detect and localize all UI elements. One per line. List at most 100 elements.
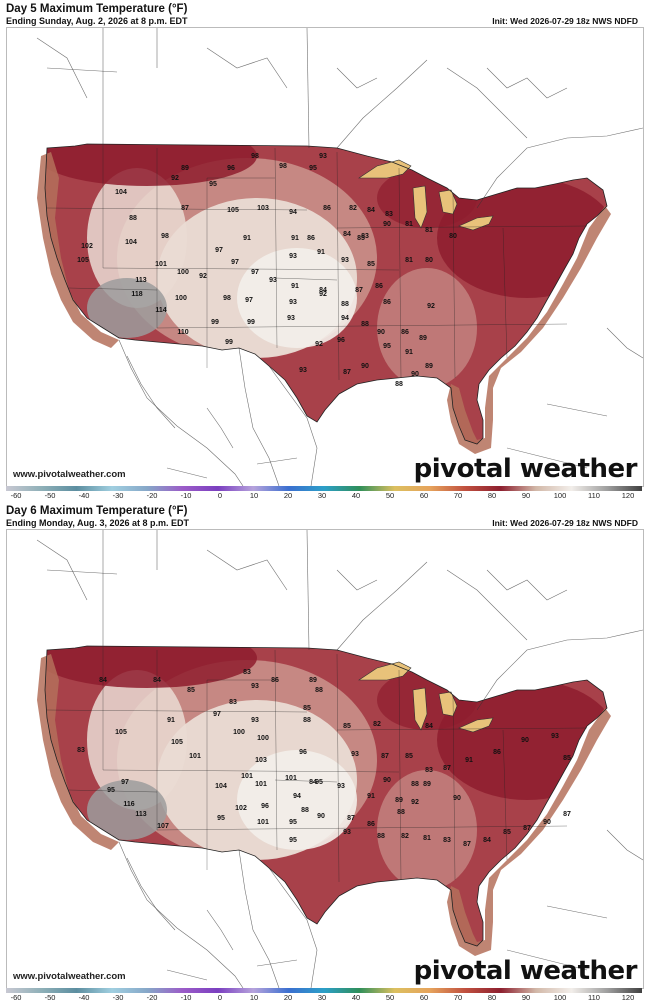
map-border-line (336, 59, 428, 149)
temperature-value: 87 (563, 811, 571, 818)
colorbar-tick-labels: -60 -50 -40 -30 -20 -10 0 10 20 30 40 50 60 70 80 90 100… (6, 491, 642, 501)
field-desert (87, 780, 167, 840)
colorbar-tick: 110 (588, 993, 600, 1002)
temperature-value: 96 (227, 165, 235, 172)
temperature-value: 95 (309, 165, 317, 172)
temperature-value: 82 (349, 205, 357, 212)
panel-title: Day 5 Maximum Temperature (°F) (6, 3, 188, 15)
website-label[interactable]: www.pivotalweather.com (13, 971, 126, 982)
temperature-value: 88 (129, 215, 137, 222)
temperature-value: 101 (255, 781, 267, 788)
temperature-value: 89 (395, 797, 403, 804)
temperature-value: 83 (443, 837, 451, 844)
state-border (336, 727, 588, 731)
map-border-line (238, 347, 280, 486)
temperature-value: 85 (187, 687, 195, 694)
temperature-value: 102 (81, 243, 93, 250)
temperature-map[interactable]: 89 98 93 95 96 98 104 92 87 95 105 103 94 86 82 84 83 88 8… (6, 27, 644, 487)
colorbar-tick: -50 (44, 993, 56, 1002)
colorbar-tick: 50 (385, 491, 395, 500)
temperature-value: 86 (367, 821, 375, 828)
field-west (87, 670, 187, 810)
temperature-value: 83 (77, 747, 85, 754)
init-label: Init: Wed 2026-07-29 18z NWS NDFD (492, 16, 638, 26)
temperature-value: 101 (155, 261, 167, 268)
state-border (336, 151, 340, 381)
temperature-value: 97 (251, 269, 259, 276)
temperature-value: 85 (563, 755, 571, 762)
temperature-value: 84 (483, 837, 491, 844)
temperature-value: 88 (301, 807, 309, 814)
state-border (274, 147, 278, 349)
map-border-line (206, 407, 234, 449)
temperature-value: 95 (289, 819, 297, 826)
temperature-value: 91 (317, 249, 325, 256)
temperature-value: 93 (287, 315, 295, 322)
temperature-map[interactable]: 84 83 86 89 93 88 84 85 85 83 91 97 93 88 85 82 84 83 105 1… (6, 529, 644, 989)
temperature-value: 94 (341, 315, 349, 322)
map-border-line (476, 629, 643, 711)
temperature-value: 101 (189, 753, 201, 760)
map-graphic: 84 83 86 89 93 88 84 85 85 83 91 97 93 88 85 82 84 83 105 1… (36, 530, 643, 988)
temperature-value: 94 (293, 793, 301, 800)
country-outline (44, 143, 608, 445)
field-white (237, 750, 357, 850)
state-border (46, 207, 308, 211)
temperature-value: 83 (385, 211, 393, 218)
panel-subtitle: Ending Sunday, Aug. 2, 2026 at 8 p.m. ED… (6, 16, 188, 26)
colorbar-tick: 30 (317, 491, 327, 500)
temperature-value: 93 (289, 253, 297, 260)
state-border (398, 167, 402, 379)
map-border-line (206, 47, 288, 89)
temperature-value: 85 (367, 261, 375, 268)
state-border (68, 789, 158, 793)
temperature-value: 87 (381, 753, 389, 760)
temperature-value: 86 (307, 235, 315, 242)
temperature-value: 95 (107, 787, 115, 794)
temperature-value: 97 (245, 297, 253, 304)
temperature-value: 85 (343, 723, 351, 730)
temperature-value: 91 (291, 235, 299, 242)
map-border-line (126, 355, 176, 429)
temperature-value: 96 (299, 749, 307, 756)
state-border (274, 649, 278, 851)
map-border-line (306, 530, 310, 651)
temperature-value: 88 (377, 833, 385, 840)
temperature-value: 91 (167, 717, 175, 724)
temperature-value: 116 (123, 801, 134, 808)
temperature-value: 97 (121, 779, 129, 786)
temperature-value: 87 (443, 765, 451, 772)
state-border (336, 225, 588, 229)
colorbar-tick: 90 (521, 993, 531, 1002)
map-border-line (486, 569, 568, 601)
colorbar-tick: 100 (553, 993, 567, 1002)
temperature-value: 105 (171, 739, 183, 746)
temperature-value: 86 (493, 749, 501, 756)
temperature-value: 103 (257, 205, 269, 212)
temperature-value: 84 (99, 677, 107, 684)
website-label[interactable]: www.pivotalweather.com (13, 469, 126, 480)
temperature-value: 83 (229, 699, 237, 706)
colorbar-tick: 30 (317, 993, 327, 1002)
temperature-value: 92 (411, 799, 419, 806)
map-border-line (446, 569, 528, 641)
temperature-value: 81 (405, 257, 413, 264)
map-border-line (126, 857, 176, 931)
temperature-value: 95 (209, 181, 217, 188)
state-border (398, 669, 402, 881)
temperature-value: 90 (361, 363, 369, 370)
temperature-value: 83 (425, 767, 433, 774)
temperature-value: 98 (161, 233, 169, 240)
colorbar-tick: 10 (249, 491, 259, 500)
map-border-line (546, 403, 608, 417)
temperature-value: 83 (361, 233, 369, 240)
colorbar-tick: -30 (112, 491, 124, 500)
field-south (377, 268, 477, 388)
colorbar-tick: 80 (487, 491, 497, 500)
colorbar-tick: 20 (283, 491, 293, 500)
state-border (46, 709, 308, 713)
colorbar-tick: -60 (10, 993, 22, 1002)
temperature-value: 97 (215, 247, 223, 254)
colorbar (6, 486, 642, 491)
map-border-line (546, 905, 608, 919)
